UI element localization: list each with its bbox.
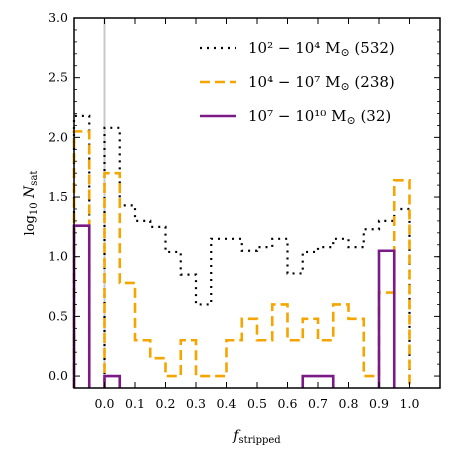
y-tick-label: 3.0 <box>48 10 68 25</box>
ticks-group: 0.0 0.1 0.2 0.3 0.4 0.5 0.6 0.7 0.8 0.9 1.0 0.0 0.5 1… <box>48 10 440 411</box>
x-tick-label: 0.3 <box>186 396 206 411</box>
x-tick-label: 0.6 <box>278 396 298 411</box>
legend-label-1: 10⁴ − 10⁷ M⊙ (238) <box>248 73 395 93</box>
y-tick-label: 1.0 <box>48 249 68 264</box>
legend-label-2: 10⁷ − 10¹⁰ M⊙ (32) <box>248 107 391 127</box>
x-axis-label: fstripped <box>232 428 281 446</box>
y-tick-label: 2.0 <box>48 129 68 144</box>
legend-label-0: 10² − 10⁴ M⊙ (532) <box>248 39 395 59</box>
series-1-step-1 <box>103 171 411 388</box>
x-tick-label: 0.5 <box>247 396 267 411</box>
y-tick-label: 0.5 <box>48 308 68 323</box>
x-tick-label: 0.1 <box>125 396 145 411</box>
series-2-step-2 <box>301 374 335 388</box>
x-tick-label: 0.0 <box>95 396 115 411</box>
y-tick-label: 1.5 <box>48 189 68 204</box>
y-axis-label: log10 Nsat <box>22 171 40 236</box>
x-tick-label: 0.4 <box>217 396 237 411</box>
y-tick-label: 2.5 <box>48 70 68 85</box>
x-tick-label: 0.8 <box>339 396 359 411</box>
x-tick-label: 0.7 <box>308 396 328 411</box>
x-tick-label: 0.2 <box>156 396 176 411</box>
x-tick-label: 1.0 <box>400 396 420 411</box>
x-tick-label: 0.9 <box>369 396 389 411</box>
series-2-step-3 <box>377 249 396 388</box>
legend: 10² − 10⁴ M⊙ (532) 10⁴ − 10⁷ M⊙ (238) 10⁷ … <box>200 39 395 127</box>
series-0-step-1 <box>103 126 411 388</box>
y-tick-label: 0.0 <box>48 368 68 383</box>
